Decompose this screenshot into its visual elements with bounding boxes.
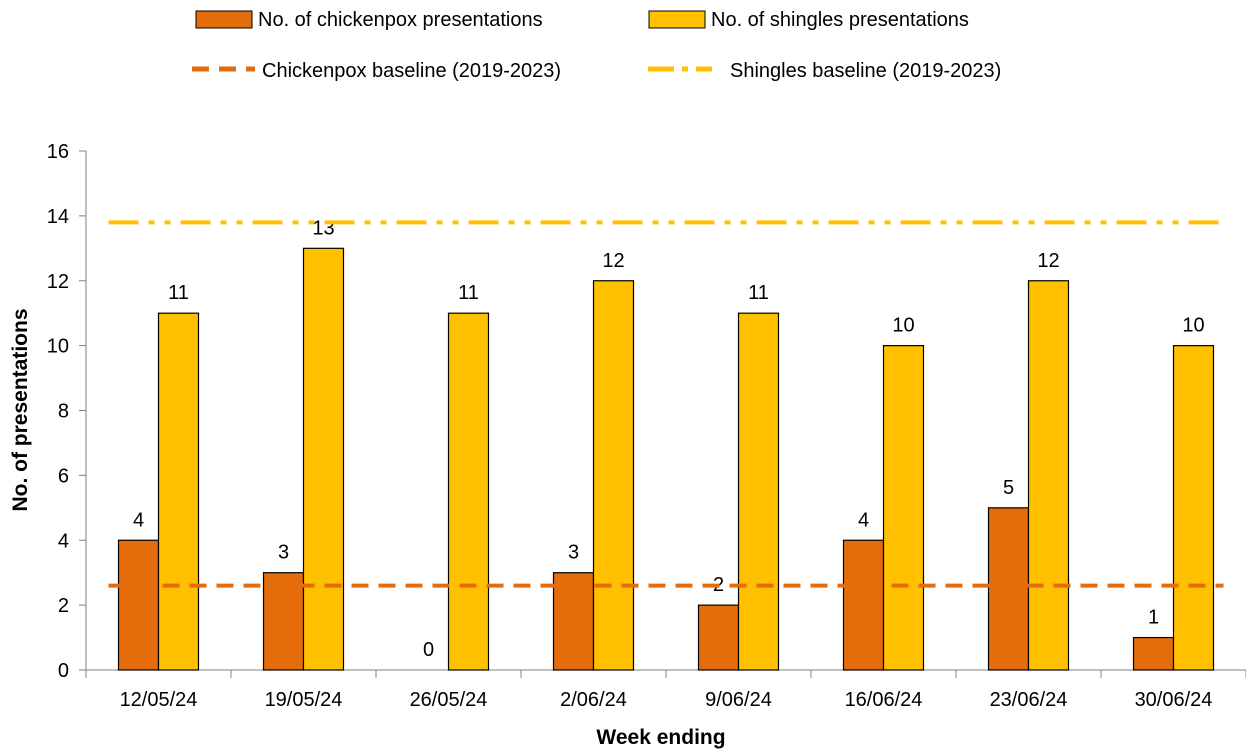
y-tick-label: 14: [47, 206, 69, 228]
x-tick-label: 19/05/24: [265, 689, 343, 711]
chickenpox-bar: [987, 507, 1030, 671]
x-tick-label: 26/05/24: [410, 689, 488, 711]
y-tick-label: 0: [58, 660, 69, 682]
shingles-bar: [302, 247, 345, 671]
shingles-data-label: 11: [168, 282, 189, 304]
shingles-data-label: 10: [1182, 315, 1204, 337]
x-tick-label: 9/06/24: [705, 689, 772, 711]
legend-label-shingles: No. of shingles presentations: [711, 9, 969, 31]
shingles-bar: [157, 312, 200, 671]
chickenpox-bar: [1132, 636, 1175, 671]
shingles-bar: [1027, 280, 1070, 671]
y-tick-label: 16: [47, 141, 69, 163]
chickenpox-data-label: 4: [858, 509, 869, 531]
legend-label-chickenpox-baseline: Chickenpox baseline (2019-2023): [262, 60, 561, 82]
shingles-data-label: 12: [602, 250, 624, 272]
chickenpox-bar: [117, 539, 160, 671]
x-tick-label: 16/06/24: [845, 689, 923, 711]
chickenpox-bar: [842, 539, 885, 671]
legend-label-chickenpox: No. of chickenpox presentations: [258, 9, 543, 31]
shingles-bar: [1172, 345, 1215, 671]
chickenpox-bar: [697, 604, 740, 671]
chickenpox-data-label: 1: [1148, 607, 1159, 629]
shingles-data-label: 11: [458, 282, 479, 304]
chickenpox-bar: [262, 572, 305, 671]
shingles-bar: [737, 312, 780, 671]
chickenpox-data-label: 4: [133, 509, 144, 531]
x-tick-label: 2/06/24: [560, 689, 627, 711]
x-tick-label: 30/06/24: [1135, 689, 1213, 711]
chickenpox-data-label: 3: [278, 542, 289, 564]
chickenpox-data-label: 5: [1003, 477, 1014, 499]
chickenpox-data-label: 0: [423, 639, 434, 661]
legend-swatch-chickenpox: [195, 10, 253, 29]
y-tick-label: 4: [58, 530, 69, 552]
shingles-data-label: 10: [892, 315, 914, 337]
legend-label-shingles-baseline: Shingles baseline (2019-2023): [730, 60, 1001, 82]
y-tick-label: 8: [58, 401, 69, 423]
x-tick-label: 23/06/24: [990, 689, 1068, 711]
y-tick-label: 12: [47, 271, 69, 293]
shingles-data-label: 11: [748, 282, 769, 304]
shingles-data-label: 12: [1037, 250, 1059, 272]
y-tick-label: 6: [58, 465, 69, 487]
legend-swatch-shingles: [648, 10, 706, 29]
y-tick-label: 2: [58, 595, 69, 617]
chickenpox-data-label: 3: [568, 542, 579, 564]
y-axis-title: No. of presentations: [9, 308, 32, 511]
shingles-bar: [882, 345, 925, 671]
y-tick-label: 10: [47, 336, 69, 358]
chickenpox-bar: [552, 572, 595, 671]
shingles-bar: [447, 312, 490, 671]
x-axis-title: Week ending: [596, 726, 725, 749]
legend: No. of chickenpox presentations No. of s…: [192, 9, 1001, 82]
shingles-bar: [592, 280, 635, 671]
x-tick-label: 12/05/24: [120, 689, 198, 711]
